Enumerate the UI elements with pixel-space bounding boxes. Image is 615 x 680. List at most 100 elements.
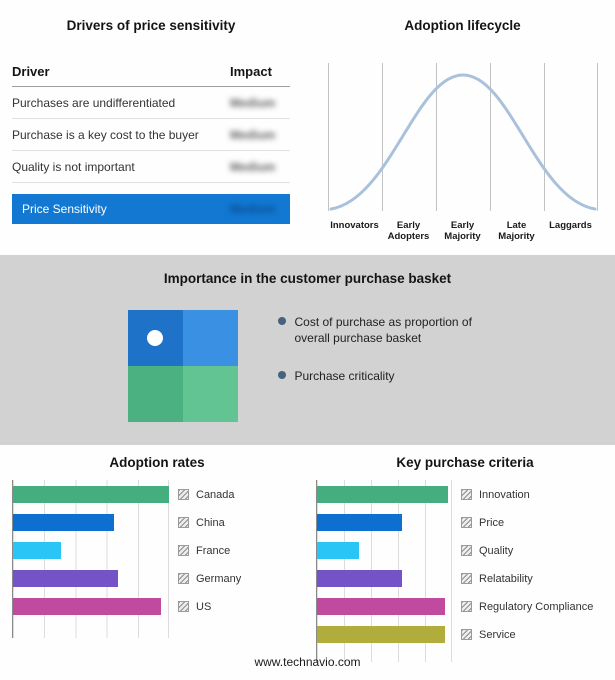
price-sensitivity-row: Price Sensitivity Medium <box>12 194 290 224</box>
legend-label: China <box>196 516 225 529</box>
legend-label: France <box>196 544 231 557</box>
impact-cell: Medium <box>230 95 276 110</box>
legend-label: Regulatory Compliance <box>479 600 594 613</box>
bullet-dot-icon <box>277 317 286 325</box>
bell-curve-chart <box>327 63 598 211</box>
legend-item: Service <box>461 626 593 643</box>
legend: Canada China France Germany US <box>178 480 241 638</box>
legend-item: France <box>178 542 241 559</box>
bar-france <box>13 542 62 559</box>
bottom-section: Adoption rates Canada China France Germany U… <box>0 445 615 680</box>
drivers-title: Drivers of price sensitivity <box>66 18 236 33</box>
bar-price <box>317 514 403 531</box>
hatch-swatch-icon <box>461 489 472 500</box>
table-rows: Purchases are undifferentiated Medium Purc… <box>12 87 290 183</box>
legend-item: Canada <box>178 486 241 503</box>
legend-label: Price <box>479 516 505 529</box>
legend-item: US <box>178 598 241 615</box>
quadrant-matrix <box>127 310 238 422</box>
hatch-swatch-icon <box>178 517 189 528</box>
chart-body: Innovation Price Quality Relatability Regula… <box>316 480 614 662</box>
legend-label: Quality <box>479 544 514 557</box>
legend-item: Regulatory Compliance <box>461 598 593 615</box>
hatch-swatch-icon <box>178 601 189 612</box>
summary-driver: Price Sensitivity <box>22 202 107 216</box>
hatch-swatch-icon <box>461 517 472 528</box>
column-driver: Driver <box>12 64 50 79</box>
driver-row: Purchase is a key cost to the buyer Mediu… <box>12 119 290 151</box>
key-purchase-criteria-chart: Key purchase criteria Innovation Price Qua… <box>316 451 614 680</box>
hatch-swatch-icon <box>461 545 472 556</box>
legend-label: Canada <box>196 488 235 501</box>
adoption-rates-title: Adoption rates <box>109 455 205 470</box>
quadrant-cell-bottom-left <box>127 366 183 422</box>
table-header: Driver Impact <box>12 57 290 87</box>
lifecycle-chart: Innovators Early Adopters Early Majority La… <box>327 59 598 243</box>
bar-canada <box>13 486 169 503</box>
purchase-basket-section: Importance in the customer purchase bask… <box>0 255 615 445</box>
driver-row: Purchases are undifferentiated Medium <box>12 87 290 119</box>
bullet-text: Purchase criticality <box>294 369 395 384</box>
basket-content: Cost of purchase as proportion of overal… <box>0 310 615 422</box>
lifecycle-panel: Adoption lifecycle Innovators Early Adopt… <box>310 0 615 255</box>
hatch-swatch-icon <box>461 601 472 612</box>
bullet-dot-icon <box>277 371 286 380</box>
legend-label: Relatability <box>479 572 533 585</box>
legend-item: Price <box>461 514 593 531</box>
legend-item: China <box>178 514 241 531</box>
bullet-item: Cost of purchase as proportion of overal… <box>277 314 488 346</box>
stage-label: Late Majority <box>498 220 535 243</box>
legend: Innovation Price Quality Relatability Regula… <box>461 480 593 662</box>
basket-title: Importance in the customer purchase bask… <box>163 271 452 286</box>
driver-cell: Quality is not important <box>12 159 135 174</box>
column-impact: Impact <box>230 64 272 79</box>
hatch-swatch-icon <box>461 573 472 584</box>
quadrant-cell-bottom-right <box>182 366 238 422</box>
legend-label: Germany <box>196 572 242 585</box>
stage-label: Early Adopters <box>387 220 430 243</box>
stage-label: Laggards <box>549 220 592 231</box>
impact-cell: Medium <box>230 127 276 142</box>
hatch-swatch-icon <box>178 545 189 556</box>
bar-us <box>13 598 162 615</box>
bullet-text: Cost of purchase as proportion of overal… <box>294 315 472 346</box>
bar-service <box>317 626 446 643</box>
hatch-swatch-icon <box>178 573 189 584</box>
bell-curve-line <box>329 73 596 211</box>
basket-bullet-list: Cost of purchase as proportion of overal… <box>277 314 488 407</box>
bar-innovation <box>317 486 448 503</box>
driver-cell: Purchases are undifferentiated <box>12 95 176 110</box>
legend-label: US <box>196 600 212 613</box>
bullet-item: Purchase criticality <box>277 368 488 384</box>
bar-china <box>13 514 115 531</box>
drivers-table: Driver Impact Purchases are undifferenti… <box>12 57 290 224</box>
bar-relatability <box>317 570 403 587</box>
stage-label: Early Majority <box>444 220 481 243</box>
driver-row: Quality is not important Medium <box>12 151 290 183</box>
source-url: www.technavio.com <box>254 655 361 669</box>
driver-cell: Purchase is a key cost to the buyer <box>12 127 199 142</box>
position-dot-icon <box>146 330 163 346</box>
drivers-panel: Drivers of price sensitivity Driver Impa… <box>0 0 310 255</box>
top-section: Drivers of price sensitivity Driver Impa… <box>0 0 615 255</box>
legend-label: Innovation <box>479 488 530 501</box>
bar-germany <box>13 570 118 587</box>
stage-label: Innovators <box>330 220 379 231</box>
adoption-rates-chart: Adoption rates Canada China France Germany U… <box>12 451 302 680</box>
chart-body: Canada China France Germany US <box>12 480 302 638</box>
key-purchase-criteria-title: Key purchase criteria <box>396 455 534 470</box>
bar-quality <box>317 542 359 559</box>
legend-item: Innovation <box>461 486 593 503</box>
hatch-swatch-icon <box>178 489 189 500</box>
summary-impact: Medium <box>230 202 276 216</box>
stage-labels: Innovators Early Adopters Early Majority La… <box>328 220 598 243</box>
plot-area <box>12 480 169 638</box>
bar-regulatory-compliance <box>317 598 446 615</box>
plot-area <box>316 480 452 662</box>
impact-cell: Medium <box>230 159 276 174</box>
legend-label: Service <box>479 628 516 641</box>
lifecycle-title: Adoption lifecycle <box>404 18 521 33</box>
quadrant-cell-top-right <box>182 310 238 366</box>
legend-item: Germany <box>178 570 241 587</box>
